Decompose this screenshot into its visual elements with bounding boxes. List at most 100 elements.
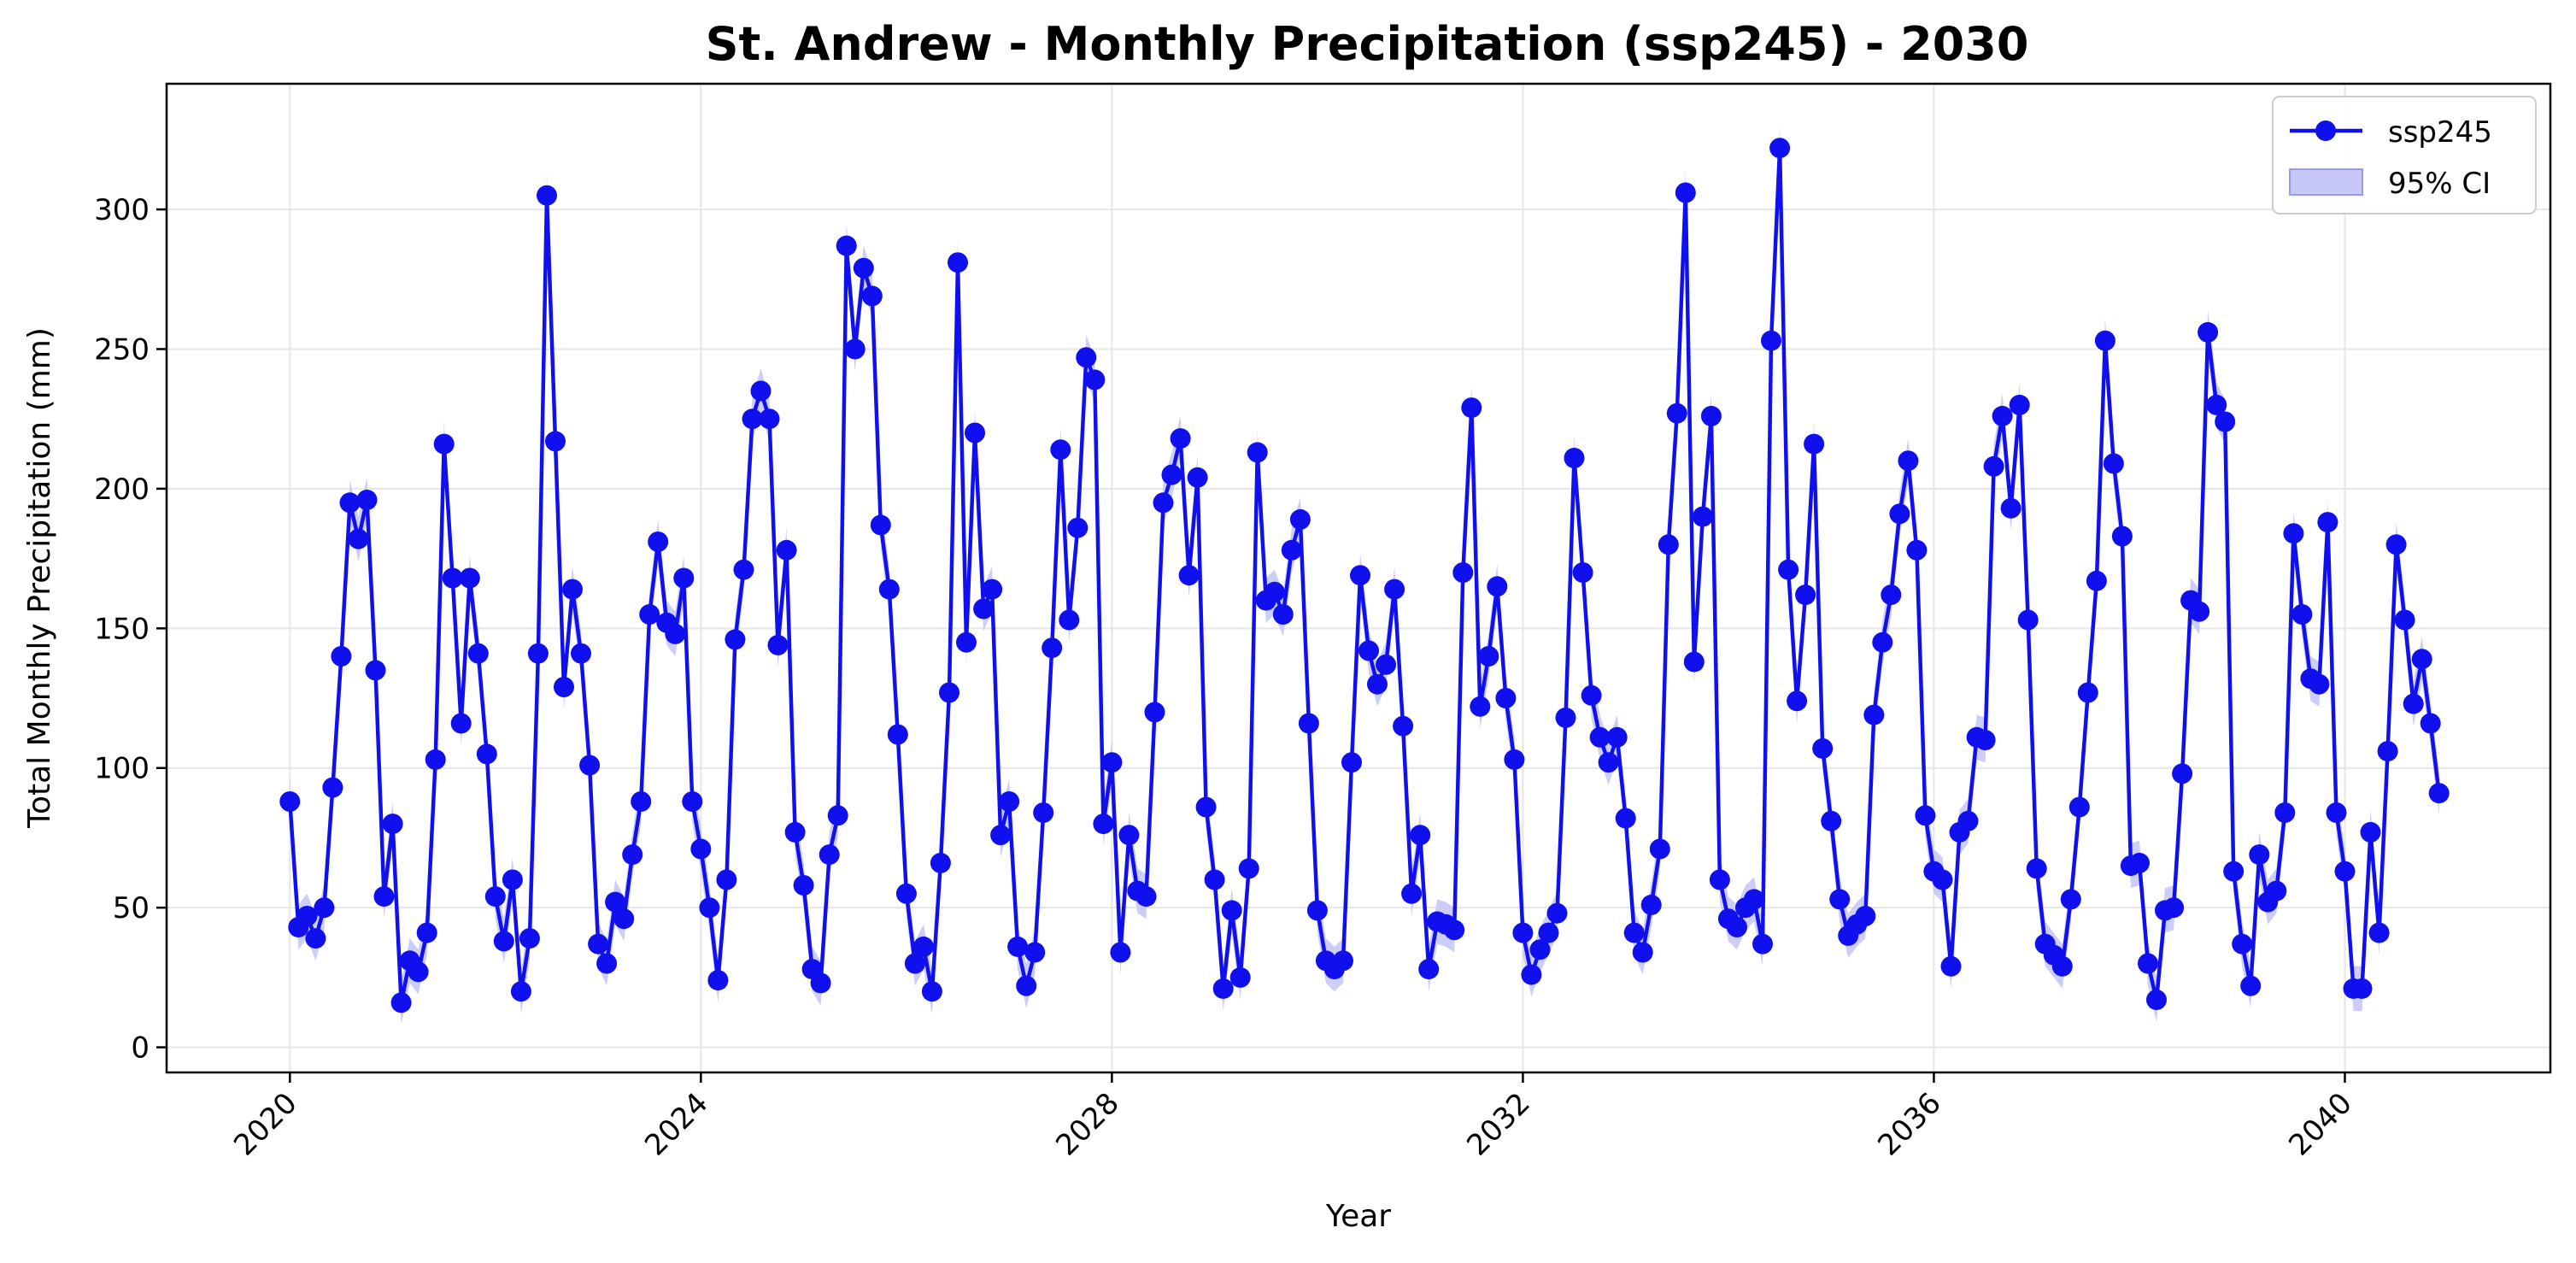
data-point bbox=[2111, 526, 2133, 547]
data-point bbox=[1418, 959, 1440, 980]
data-point bbox=[1050, 439, 1071, 461]
data-point bbox=[622, 844, 643, 866]
data-point bbox=[554, 677, 574, 697]
data-point bbox=[2103, 453, 2124, 474]
data-point bbox=[1144, 702, 1165, 723]
data-point bbox=[1487, 576, 1508, 597]
data-point bbox=[819, 844, 840, 866]
data-point bbox=[1752, 933, 1773, 955]
data-point bbox=[467, 643, 489, 664]
data-point bbox=[921, 981, 942, 1002]
data-point bbox=[1512, 922, 1534, 943]
data-point bbox=[1692, 506, 1713, 527]
data-point bbox=[562, 579, 583, 600]
data-point bbox=[296, 906, 318, 926]
data-point bbox=[1606, 726, 1628, 748]
data-point bbox=[1093, 814, 1114, 835]
data-point bbox=[2086, 570, 2107, 591]
data-point bbox=[2026, 858, 2047, 879]
y-axis-label: Total Monthly Precipitation (mm) bbox=[22, 327, 57, 829]
data-point bbox=[2368, 922, 2390, 943]
data-point bbox=[1589, 726, 1611, 748]
data-point bbox=[356, 490, 378, 510]
data-point bbox=[2317, 512, 2338, 533]
data-point bbox=[279, 791, 301, 812]
data-point bbox=[690, 838, 712, 860]
data-point bbox=[1555, 707, 1576, 728]
data-point bbox=[784, 821, 806, 843]
data-point bbox=[1470, 696, 1491, 717]
data-point bbox=[750, 380, 772, 402]
data-point bbox=[1546, 902, 1568, 924]
data-point bbox=[1333, 950, 1353, 972]
data-point bbox=[1821, 810, 1842, 831]
data-point bbox=[1298, 713, 1319, 734]
data-point bbox=[1358, 640, 1379, 661]
data-point bbox=[2411, 649, 2432, 670]
data-point bbox=[1204, 869, 1225, 890]
data-point bbox=[1727, 917, 1747, 937]
data-point bbox=[990, 825, 1012, 846]
series-line bbox=[288, 145, 2441, 1005]
data-point bbox=[596, 953, 618, 974]
data-point bbox=[579, 755, 601, 776]
data-point bbox=[373, 886, 395, 908]
data-point bbox=[1229, 966, 1251, 988]
data-point bbox=[1940, 955, 1962, 977]
data-point bbox=[853, 257, 874, 279]
data-point bbox=[1666, 402, 1687, 424]
data-point bbox=[322, 777, 343, 798]
data-point bbox=[1195, 796, 1217, 818]
data-point bbox=[939, 682, 959, 703]
data-point bbox=[1598, 752, 1619, 773]
data-point bbox=[1367, 673, 1388, 695]
data-point bbox=[1247, 442, 1268, 463]
data-point bbox=[665, 623, 686, 644]
data-point bbox=[1478, 646, 1499, 667]
data-point bbox=[767, 634, 789, 655]
data-point bbox=[2129, 852, 2150, 873]
data-point bbox=[1889, 503, 1910, 525]
data-point bbox=[1906, 539, 1928, 561]
data-point bbox=[1975, 730, 1996, 751]
data-point bbox=[1992, 405, 2013, 426]
data-point bbox=[965, 422, 985, 444]
data-point bbox=[2077, 682, 2098, 703]
data-point bbox=[1863, 704, 1885, 725]
data-point bbox=[442, 567, 463, 589]
data-point bbox=[476, 743, 497, 765]
data-point bbox=[973, 598, 995, 620]
data-point bbox=[1538, 922, 1559, 943]
data-point bbox=[793, 875, 814, 896]
data-point bbox=[1306, 900, 1328, 921]
data-point bbox=[912, 936, 934, 957]
data-point bbox=[2146, 990, 2167, 1010]
data-point bbox=[2198, 321, 2219, 343]
data-point bbox=[1804, 433, 1825, 455]
data-point bbox=[1632, 942, 1653, 963]
data-point bbox=[1059, 609, 1080, 631]
y-tick-label: 50 bbox=[113, 891, 150, 925]
data-point bbox=[493, 931, 514, 952]
data-point bbox=[588, 933, 609, 955]
series-points bbox=[279, 138, 2450, 1013]
plot-frame bbox=[165, 82, 2552, 1074]
data-point bbox=[1281, 539, 1302, 561]
data-point bbox=[759, 408, 780, 430]
data-point bbox=[1178, 565, 1200, 586]
data-point bbox=[571, 643, 591, 664]
data-point bbox=[1033, 802, 1054, 823]
data-point bbox=[2283, 523, 2304, 544]
data-point bbox=[1572, 562, 1593, 583]
data-point bbox=[1915, 805, 1936, 826]
data-point bbox=[2051, 955, 2073, 977]
data-point bbox=[682, 791, 703, 812]
data-point bbox=[948, 252, 968, 273]
data-point bbox=[1761, 330, 1781, 351]
data-point bbox=[2326, 802, 2347, 823]
data-point bbox=[1709, 869, 1730, 890]
data-point bbox=[416, 922, 437, 943]
data-point bbox=[1829, 889, 1851, 910]
data-point bbox=[2266, 880, 2287, 902]
